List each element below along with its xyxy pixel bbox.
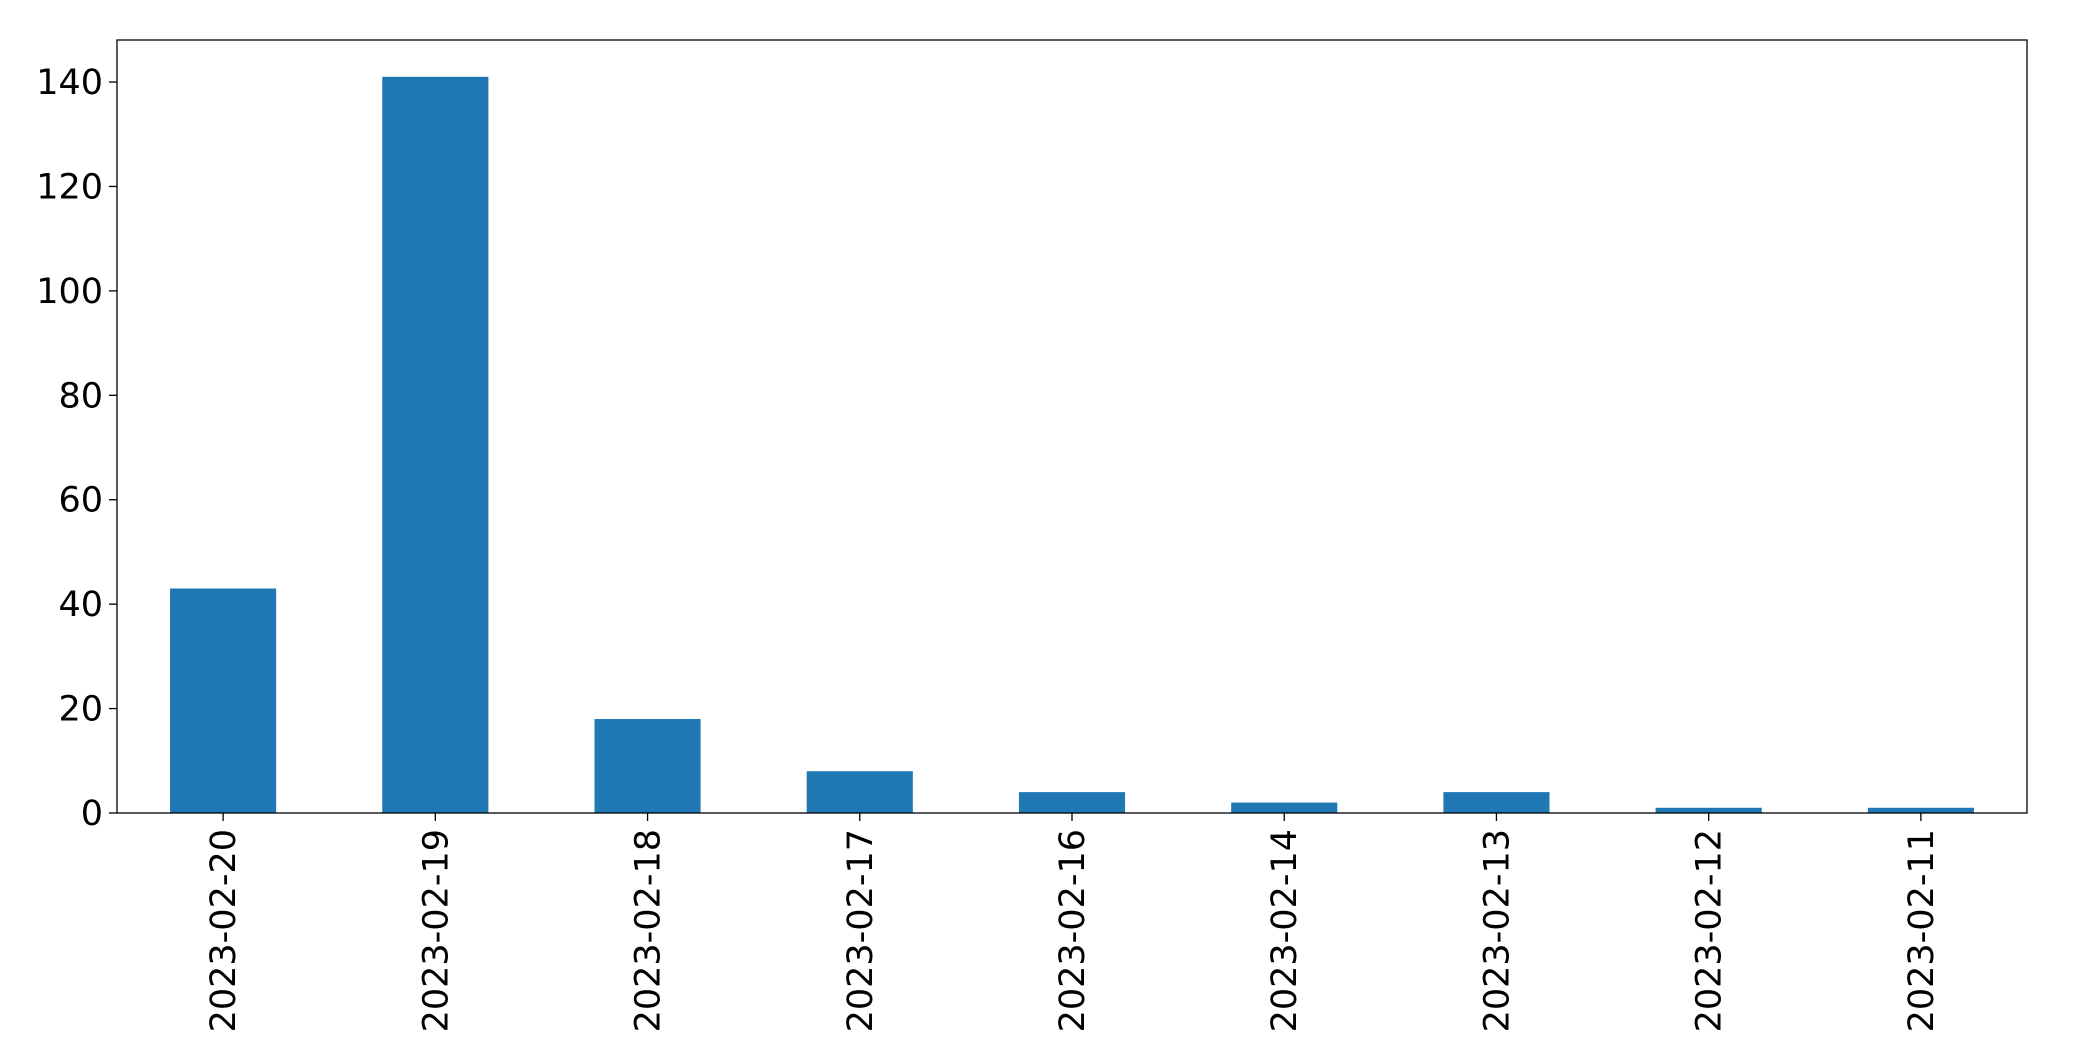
bar [1231,802,1338,813]
bar [1018,792,1126,813]
bar [382,76,489,814]
y-tick-label: 80 [58,376,103,416]
bar [170,588,277,813]
y-tick-label: 140 [36,63,103,103]
y-tick-label: 60 [58,481,103,521]
y-tick-label: 20 [58,690,103,730]
x-tick-label: 2023-02-14 [1265,829,1305,1032]
x-tick-label: 2023-02-12 [1690,829,1730,1032]
x-tick-label: 2023-02-18 [629,829,669,1032]
x-tick-label: 2023-02-13 [1477,829,1517,1032]
y-tick-label: 40 [58,585,103,625]
x-tick-label: 2023-02-19 [416,829,456,1032]
x-tick-label: 2023-02-11 [1902,829,1942,1032]
x-tick-label: 2023-02-20 [204,829,244,1032]
y-tick-label: 100 [36,272,103,312]
bar [1867,807,1974,813]
bar [1443,792,1550,813]
x-tick-label: 2023-02-17 [841,829,881,1032]
plot-frame [116,39,2028,814]
y-tick-label: 0 [81,794,103,834]
x-tick-label: 2023-02-16 [1053,829,1093,1032]
bar [594,719,701,813]
bar [806,771,913,813]
y-tick-label: 120 [36,167,103,207]
bar [1655,807,1762,813]
